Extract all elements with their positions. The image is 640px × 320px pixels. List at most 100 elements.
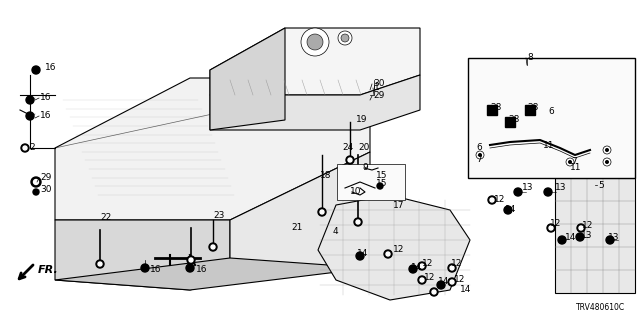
Circle shape [32,66,40,74]
Polygon shape [55,78,370,220]
Text: 21: 21 [291,223,302,233]
Text: 29: 29 [373,92,385,100]
Text: 2: 2 [29,143,35,153]
Circle shape [603,146,611,154]
Text: 15: 15 [376,172,387,180]
Circle shape [33,180,38,185]
Text: 5: 5 [598,180,604,189]
Text: 13: 13 [555,183,566,193]
Circle shape [386,252,390,256]
Text: 16: 16 [40,93,51,102]
Bar [337,164,405,200]
Text: 30: 30 [373,79,385,89]
Text: 15: 15 [376,180,387,188]
Circle shape [307,34,323,50]
Text: 8: 8 [527,53,532,62]
Circle shape [33,189,39,195]
Text: 16: 16 [45,63,56,73]
Polygon shape [318,195,470,300]
Circle shape [354,218,362,226]
Text: 13: 13 [522,183,534,193]
Circle shape [544,188,552,196]
Text: 12: 12 [424,274,435,283]
Circle shape [338,31,352,45]
Text: 18: 18 [320,172,332,180]
Text: 17: 17 [393,201,404,210]
Text: 12: 12 [454,276,465,284]
Text: 9: 9 [362,164,368,172]
Text: 4: 4 [333,228,339,236]
Circle shape [384,250,392,258]
Text: 16: 16 [196,266,207,275]
Circle shape [568,160,572,164]
Text: 12: 12 [582,221,593,230]
Circle shape [23,146,27,150]
Text: FR.: FR. [38,265,59,275]
Circle shape [21,144,29,152]
Circle shape [26,96,34,104]
Text: 13: 13 [581,230,593,239]
Text: 12: 12 [494,196,506,204]
Circle shape [96,260,104,268]
Circle shape [547,224,555,232]
Circle shape [437,281,445,289]
Text: 12: 12 [422,259,433,268]
Text: 11: 11 [543,141,554,150]
Circle shape [418,276,426,284]
Circle shape [320,210,324,214]
Circle shape [209,243,217,251]
Circle shape [450,280,454,284]
Text: 14: 14 [565,234,577,243]
Text: 14: 14 [505,205,516,214]
Text: 14: 14 [411,262,422,271]
Circle shape [558,236,566,244]
Circle shape [409,265,417,273]
Text: 7: 7 [476,156,482,164]
Text: 12: 12 [550,220,561,228]
Text: 6: 6 [548,108,554,116]
Circle shape [549,226,553,230]
Polygon shape [55,258,370,290]
Text: 3: 3 [186,263,192,273]
Circle shape [576,233,584,241]
Circle shape [211,245,215,249]
Circle shape [478,153,482,157]
Polygon shape [210,28,420,95]
Circle shape [605,160,609,164]
Polygon shape [55,220,230,290]
Bar [505,117,515,127]
Polygon shape [210,28,285,130]
Text: 10: 10 [350,188,362,196]
Circle shape [98,262,102,266]
Circle shape [420,278,424,282]
Text: TRV480610C: TRV480610C [576,303,625,312]
Circle shape [341,34,349,42]
Bar [525,105,535,115]
Text: 23: 23 [213,211,225,220]
Text: 1: 1 [374,84,380,92]
Text: 13: 13 [608,234,620,243]
Text: 12: 12 [451,259,462,268]
Bar [487,105,497,115]
Circle shape [141,264,149,272]
Text: 28: 28 [527,103,538,113]
Bar [555,178,635,293]
Text: 11: 11 [570,164,582,172]
Circle shape [301,28,329,56]
Circle shape [490,198,494,202]
Text: 20: 20 [358,143,369,153]
Text: 30: 30 [40,186,51,195]
Circle shape [432,290,436,294]
Text: 22: 22 [100,213,111,222]
Text: 6: 6 [476,143,482,153]
Circle shape [566,158,574,166]
Circle shape [450,266,454,270]
Text: 28: 28 [508,116,520,124]
Circle shape [420,264,424,268]
Circle shape [448,278,456,286]
Text: 14: 14 [357,250,369,259]
Circle shape [476,151,484,159]
Circle shape [605,148,609,152]
Text: 19: 19 [356,116,367,124]
Text: 29: 29 [40,173,51,182]
